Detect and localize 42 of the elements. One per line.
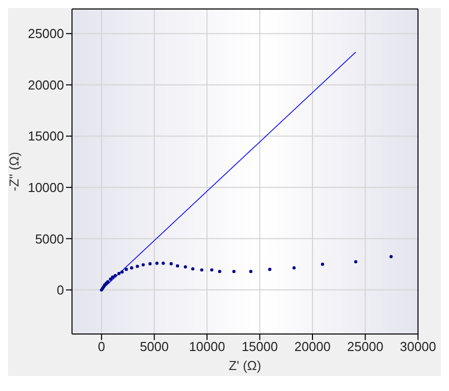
x-tick-label: 10000: [188, 339, 226, 354]
point: [124, 268, 128, 272]
point: [117, 272, 121, 276]
x-tick-label: 0: [98, 339, 106, 354]
point: [136, 264, 139, 268]
point: [268, 268, 272, 272]
point: [191, 267, 194, 270]
point: [232, 270, 236, 274]
y-tick-label: 10000: [28, 180, 64, 196]
point: [111, 276, 114, 279]
point: [354, 260, 358, 264]
y-tick-label: 20000: [28, 77, 64, 92]
x-axis-title: Z' (Ω): [228, 358, 262, 373]
point: [200, 268, 204, 272]
y-tick-label: 25000: [28, 26, 64, 42]
point: [184, 265, 187, 268]
point: [108, 278, 112, 281]
y-tick-label: 0: [56, 282, 64, 298]
x-tick-label: 5000: [140, 339, 169, 354]
x-tick-label: 25000: [347, 339, 384, 354]
point: [170, 262, 173, 266]
point: [155, 262, 159, 265]
point: [210, 268, 214, 272]
point: [148, 262, 152, 266]
point: [320, 262, 324, 266]
point: [390, 254, 393, 258]
y-tick-label: 15000: [28, 128, 64, 144]
x-tick-label: 20000: [294, 339, 331, 354]
y-axis-title: -Z'' (Ω): [6, 152, 22, 192]
x-tick-label: 30000: [400, 339, 436, 354]
point: [162, 262, 165, 265]
y-tick-label: 5000: [35, 231, 64, 246]
point: [130, 266, 134, 270]
point: [120, 270, 124, 274]
x-tick-label: 15000: [242, 339, 278, 354]
point: [218, 270, 222, 274]
point: [106, 280, 110, 284]
point: [292, 266, 296, 270]
point: [176, 264, 180, 268]
point: [114, 274, 117, 278]
point: [142, 263, 145, 266]
point: [249, 270, 252, 274]
